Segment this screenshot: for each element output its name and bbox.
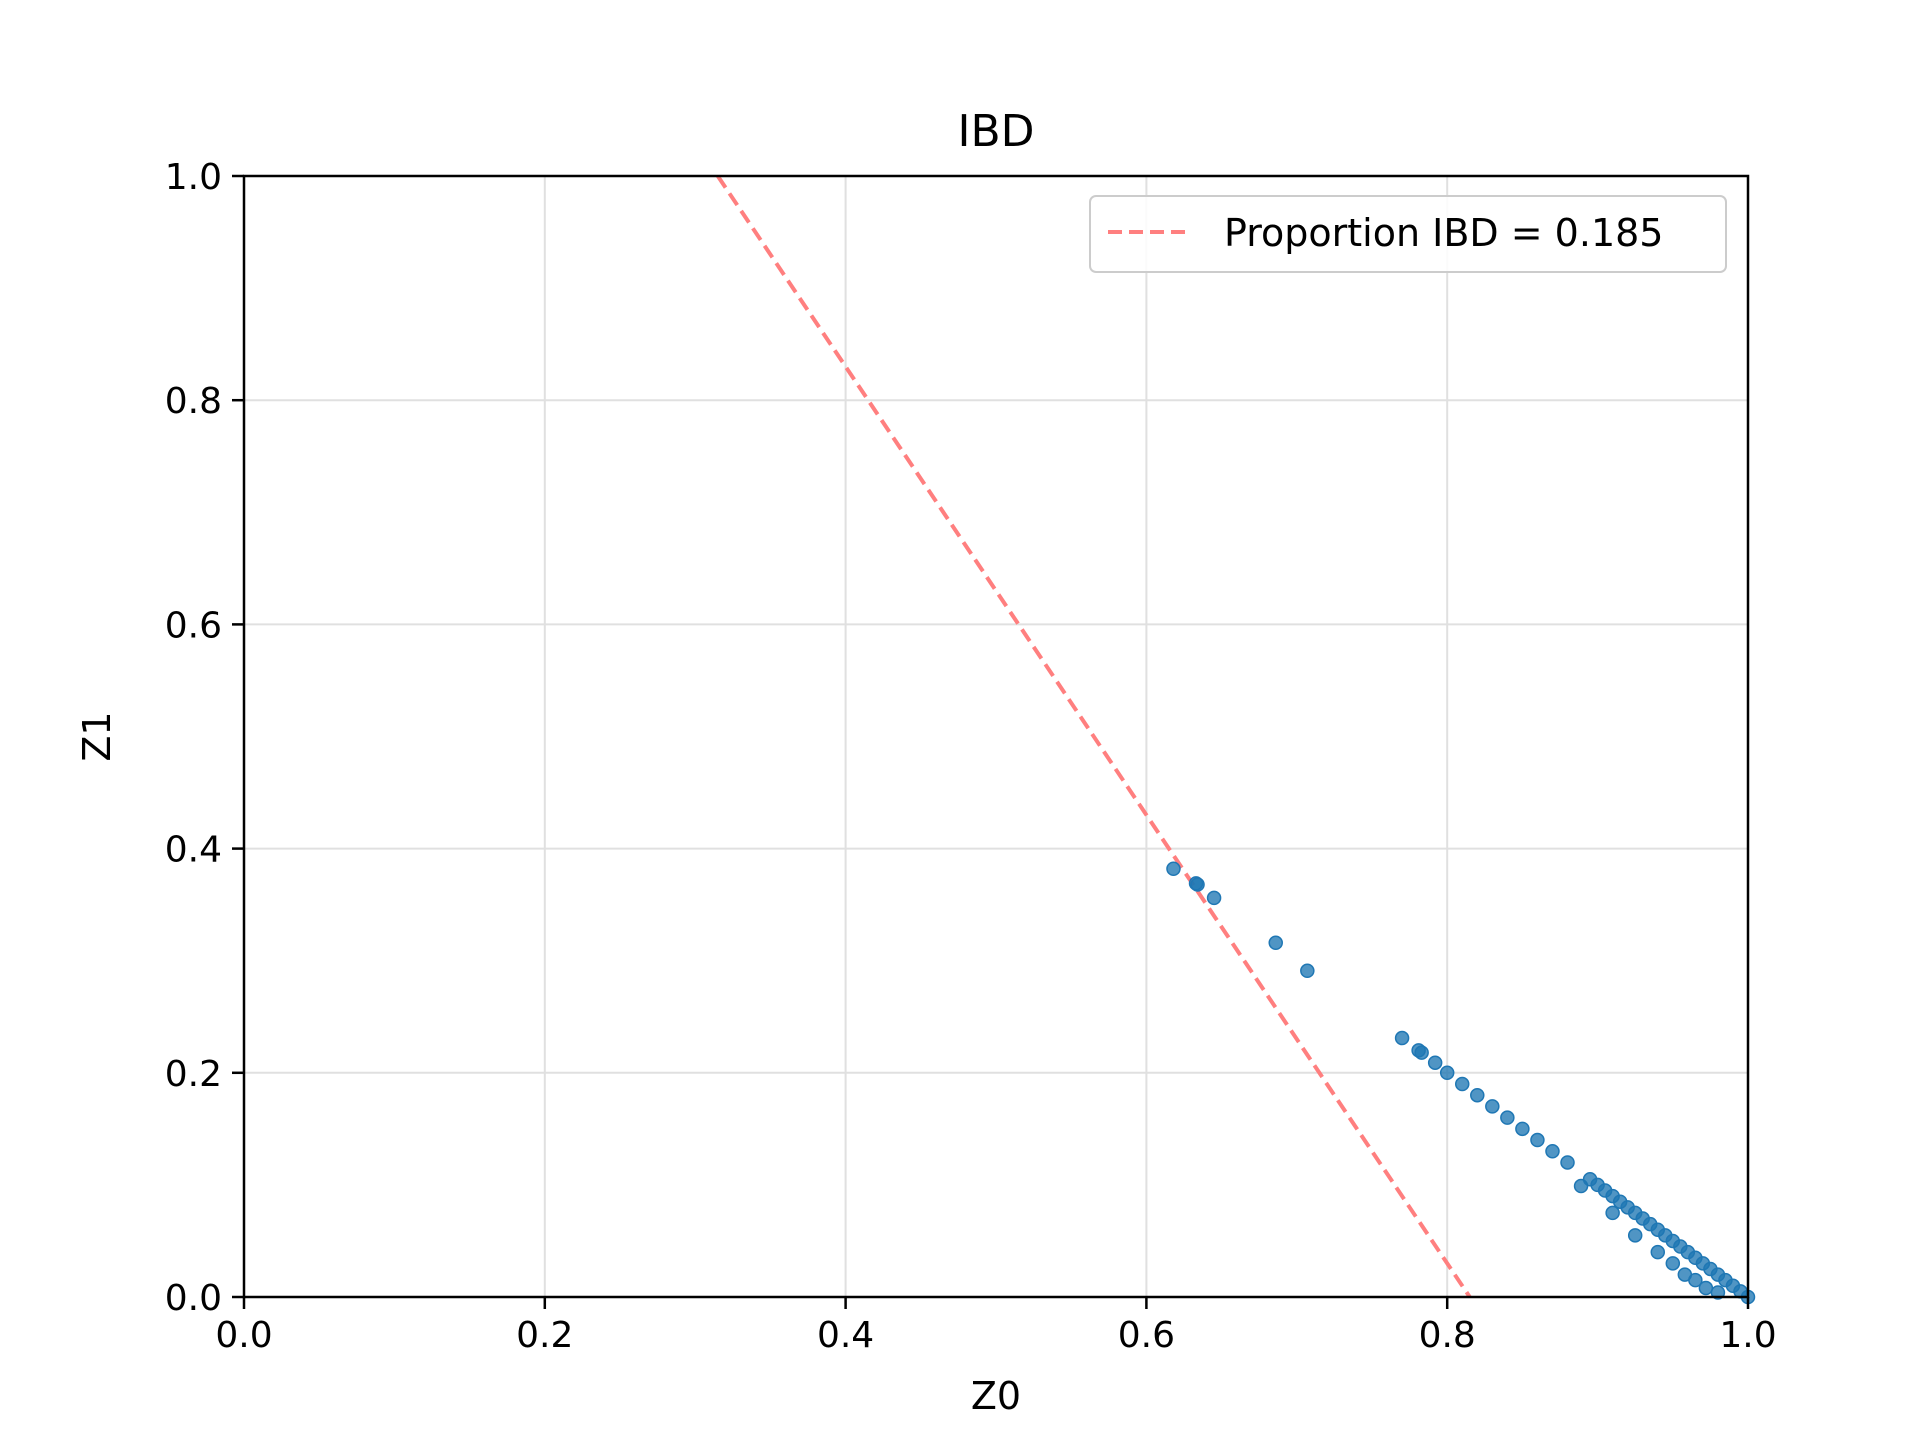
x-tick-label: 0.8	[1419, 1315, 1476, 1356]
data-point	[1470, 1087, 1485, 1103]
threshold-line-layer	[716, 174, 1472, 1299]
data-point	[1698, 1280, 1714, 1296]
plot-frame	[242, 174, 1750, 1299]
y-tick-label: 1.0	[165, 157, 222, 198]
data-point	[1560, 1155, 1575, 1170]
legend: Proportion IBD = 0.185	[1089, 195, 1727, 273]
y-axis-label: Z1	[75, 711, 119, 761]
y-tick-label: 0.6	[165, 605, 222, 646]
grid-lines	[243, 175, 1749, 1298]
data-point	[1650, 1244, 1666, 1260]
data-point	[1665, 1256, 1681, 1271]
chart-title: IBD	[957, 106, 1034, 157]
data-point	[1414, 1045, 1429, 1060]
data-point	[1427, 1055, 1443, 1070]
data-point	[1530, 1132, 1545, 1148]
x-tick-label: 0.6	[1118, 1315, 1175, 1356]
data-point	[1300, 963, 1315, 979]
y-tick-label: 0.0	[165, 1278, 222, 1319]
legend-label-proportion-ibd: Proportion IBD = 0.185	[1224, 211, 1663, 255]
data-point	[1190, 877, 1205, 892]
data-point	[1394, 1030, 1410, 1046]
threshold-dashed-line	[716, 174, 1472, 1299]
data-point	[1605, 1205, 1620, 1221]
data-point	[1206, 890, 1222, 906]
x-tick-label: 0.0	[215, 1315, 272, 1356]
data-point	[1545, 1144, 1560, 1159]
x-tick-label: 1.0	[1719, 1315, 1776, 1356]
data-point	[1485, 1099, 1500, 1114]
y-tick-label: 0.2	[165, 1054, 222, 1095]
x-tick-label: 0.4	[817, 1315, 874, 1356]
y-tick-label: 0.8	[165, 381, 222, 422]
x-axis-label: Z0	[971, 1374, 1021, 1418]
data-point	[1627, 1228, 1643, 1243]
x-tick-label: 0.2	[516, 1315, 573, 1356]
data-point	[1515, 1121, 1530, 1137]
legend-box	[1089, 195, 1727, 273]
axis-ticks: 0.0 0.2 0.4 0.6 0.8 1.0 0.0 0.2 0.4 0.6 0.8 1.0	[165, 157, 1777, 1356]
data-point	[1454, 1076, 1470, 1092]
y-tick-label: 0.4	[165, 830, 222, 871]
data-point	[1500, 1110, 1515, 1125]
data-point	[1439, 1065, 1455, 1081]
data-point	[1688, 1272, 1703, 1288]
data-point	[1166, 861, 1181, 877]
data-point	[1268, 935, 1283, 951]
